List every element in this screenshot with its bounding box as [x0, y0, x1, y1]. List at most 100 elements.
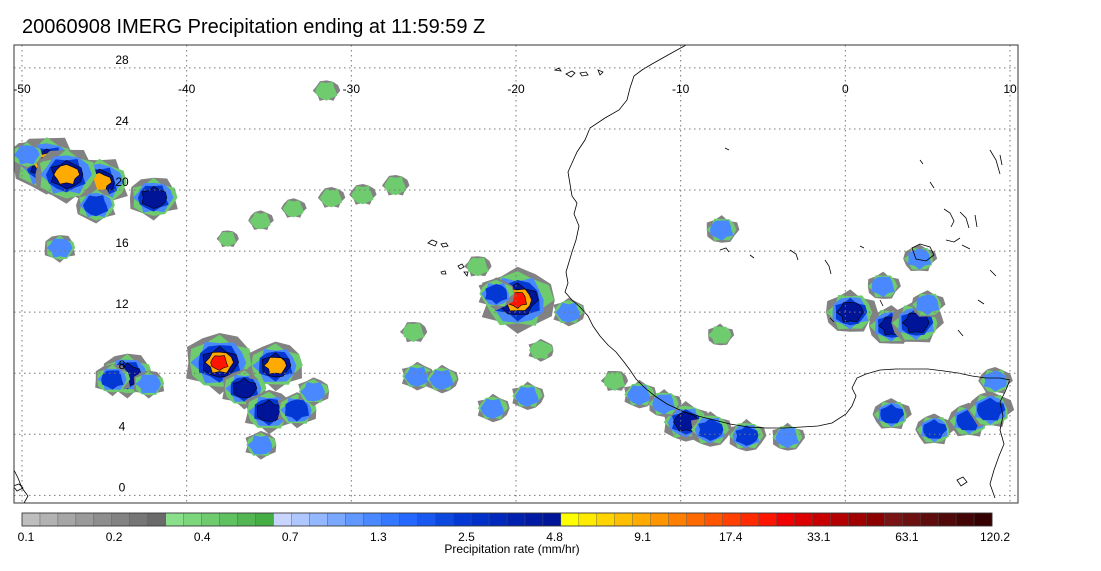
longitude-tick-label: -20	[507, 82, 525, 96]
precip-contour	[233, 377, 258, 399]
colorbar-swatch	[830, 512, 849, 527]
precip-contour	[983, 370, 1007, 392]
latitude-tick-label: 4	[119, 419, 126, 433]
colorbar-swatch	[309, 512, 328, 527]
precip-cell	[967, 391, 1015, 428]
latitude-tick-label: 20	[115, 175, 129, 189]
precip-cell	[277, 392, 317, 429]
precip-contour	[384, 176, 407, 196]
precip-contour	[880, 404, 905, 424]
latitude-tick-label: 28	[115, 53, 129, 67]
colorbar-frame	[21, 512, 993, 527]
precip-contour	[923, 419, 947, 439]
precip-contour	[908, 248, 931, 270]
longitude-tick-label: 10	[1003, 82, 1017, 96]
precip-contour	[775, 427, 800, 449]
precip-contour	[135, 374, 161, 394]
colorbar-swatch	[506, 512, 526, 527]
longitude-tick-label: -40	[178, 82, 196, 96]
colorbar-swatch	[147, 512, 167, 527]
precip-contour	[402, 323, 425, 342]
colorbar-swatch	[884, 512, 903, 527]
colorbar-tick-label: 120.2	[980, 530, 1010, 544]
colorbar-swatch	[111, 512, 131, 527]
colorbar-swatch	[578, 512, 598, 527]
colorbar-swatch	[201, 512, 220, 527]
colorbar-swatch	[704, 512, 723, 527]
precip-contour	[698, 418, 724, 441]
colorbar-swatch	[758, 512, 777, 527]
colorbar-swatch	[399, 512, 418, 527]
precip-contour	[976, 397, 1006, 421]
precip-contour	[210, 355, 229, 371]
precipitation-field	[14, 80, 1015, 460]
colorbar-swatch	[542, 512, 562, 527]
colorbar-tick-label: 4.8	[546, 530, 563, 544]
colorbar-swatch	[363, 512, 382, 527]
precip-contour	[710, 220, 734, 241]
precip-cell	[133, 370, 165, 399]
longitude-tick-label: 0	[842, 82, 849, 96]
colorbar-swatch	[488, 512, 508, 527]
precip-cell	[477, 393, 510, 423]
latitude-tick-label: 16	[115, 236, 129, 250]
precip-cell	[248, 341, 303, 392]
colorbar-tick-label: 0.1	[18, 530, 35, 544]
precip-cell	[281, 198, 307, 218]
latitude-tick-label: 12	[115, 297, 129, 311]
colorbar-swatch	[291, 512, 310, 527]
colorbar-title: Precipitation rate (mm/hr)	[444, 542, 579, 556]
precip-contour	[480, 398, 505, 419]
colorbar-swatch	[740, 512, 759, 527]
precip-contour	[916, 294, 940, 316]
precip-cell	[600, 371, 629, 391]
precip-cell	[512, 381, 545, 410]
coastline-bioko	[956, 476, 968, 487]
colorbar-swatch	[21, 512, 41, 527]
precip-contour	[285, 399, 309, 422]
precip-contour	[485, 284, 507, 305]
colorbar-swatch	[955, 512, 975, 527]
precip-cell	[312, 80, 341, 101]
colorbar-tick-label: 63.1	[895, 530, 919, 544]
colorbar-swatch	[75, 512, 95, 527]
coastline-canary-islands	[553, 67, 604, 78]
precip-contour	[319, 188, 342, 208]
precip-cell	[216, 230, 239, 248]
precip-cell	[95, 364, 131, 397]
colorbar-swatch	[901, 512, 921, 527]
precip-cell	[867, 271, 901, 299]
map-frame	[13, 44, 1019, 504]
longitude-tick-label: -10	[672, 82, 690, 96]
precip-cell	[978, 367, 1013, 394]
precip-contour	[256, 399, 284, 422]
colorbar-swatch	[345, 512, 364, 527]
precip-contour	[529, 340, 553, 360]
colorbar-swatch	[794, 512, 813, 527]
precip-cell	[317, 187, 346, 208]
precip-contour	[247, 435, 273, 455]
precip-contour	[466, 257, 489, 277]
precip-contour	[603, 372, 626, 391]
colorbar-swatch	[973, 512, 993, 527]
precip-cell	[903, 244, 938, 272]
colorbar-swatch	[848, 512, 867, 527]
colorbar-swatch	[919, 512, 939, 527]
latitude-tick-labels: 0 4 8 12 16 20 24 28	[115, 53, 129, 494]
colorbar-swatch	[614, 512, 634, 527]
precip-cell	[248, 210, 274, 230]
colorbar-swatch	[470, 512, 490, 527]
longitude-tick-label: -30	[343, 82, 361, 96]
colorbar-swatch	[776, 512, 795, 527]
colorbar-swatch	[93, 512, 113, 527]
precip-contour	[46, 238, 73, 258]
precip-contour	[282, 200, 304, 218]
precip-cell	[14, 142, 43, 170]
colorbar-tick-label: 0.7	[282, 530, 299, 544]
colorbar-tick-label: 2.5	[458, 530, 475, 544]
colorbar-swatch	[560, 512, 580, 527]
colorbar-swatch	[452, 512, 472, 527]
precip-cell	[464, 256, 492, 277]
colorbar-swatch	[632, 512, 652, 527]
